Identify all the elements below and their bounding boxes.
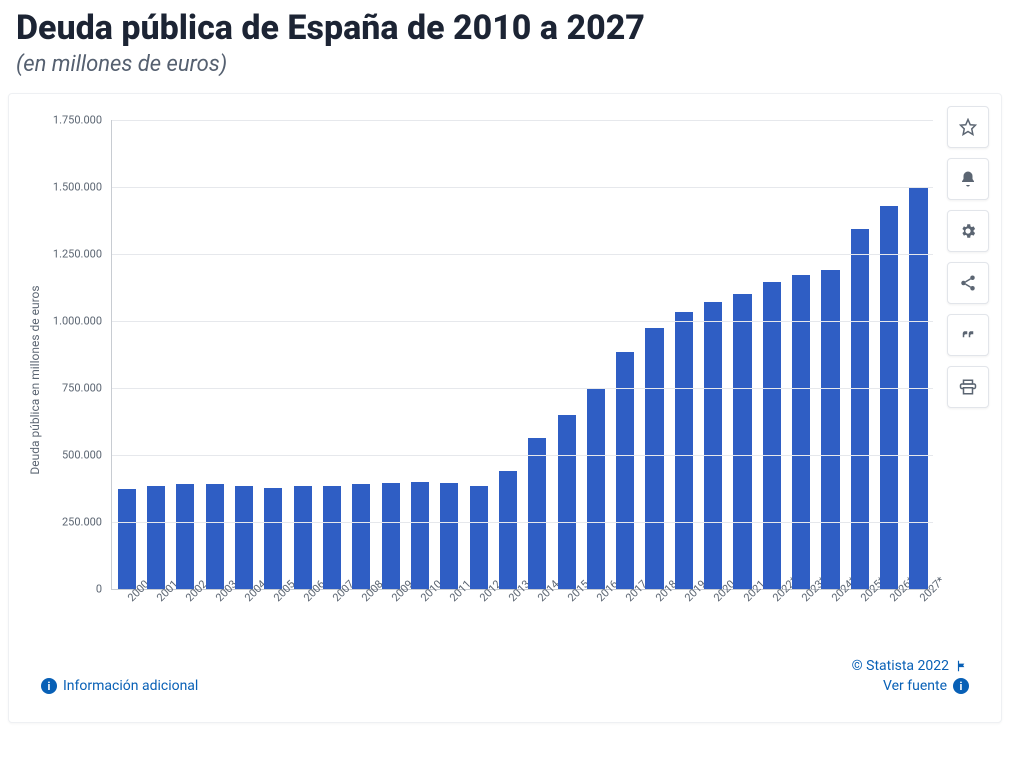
bar[interactable] — [470, 486, 488, 589]
print-icon — [959, 378, 977, 396]
bar-cell: 2009 — [376, 120, 405, 589]
bar-cell: 2027* — [904, 120, 933, 589]
info-icon: i — [953, 678, 969, 694]
bar-cell: 2006 — [288, 120, 317, 589]
star-icon — [959, 118, 977, 136]
bar[interactable] — [411, 482, 429, 589]
flag-icon — [955, 659, 969, 673]
bar-cell: 2016 — [581, 120, 610, 589]
bar-cell: 2003 — [200, 120, 229, 589]
bar-cell: 2004 — [229, 120, 258, 589]
bar[interactable] — [587, 389, 605, 589]
bar-cell: 2011 — [435, 120, 464, 589]
y-tick-label: 1.500.000 — [53, 181, 102, 194]
footer-row-1: © Statista 2022 — [21, 650, 989, 678]
y-tick-label: 500.000 — [62, 449, 102, 462]
gridline — [112, 388, 933, 389]
side-toolbar — [947, 106, 989, 408]
chart-area: Deuda pública en millones de euros 20002… — [39, 110, 933, 650]
y-tick-label: 250.000 — [62, 516, 102, 529]
bar-cell: 2012 — [464, 120, 493, 589]
bar-cell: 2010 — [405, 120, 434, 589]
quote-icon — [959, 326, 977, 344]
bar-cell: 2023* — [787, 120, 816, 589]
bar-cell: 2002 — [171, 120, 200, 589]
bar-cell: 2020 — [699, 120, 728, 589]
bar[interactable] — [704, 302, 722, 589]
bar[interactable] — [352, 484, 370, 589]
bar-cell: 2022* — [757, 120, 786, 589]
bar[interactable] — [118, 489, 136, 590]
plot-region: 2000200120022003200420052006200720082009… — [111, 120, 933, 590]
gridline — [112, 187, 933, 188]
bar[interactable] — [235, 486, 253, 589]
page-subtitle: (en millones de euros) — [16, 52, 1002, 77]
y-tick-label: 1.000.000 — [53, 315, 102, 328]
bar-cell: 2008 — [347, 120, 376, 589]
bar[interactable] — [558, 415, 576, 589]
bar[interactable] — [147, 486, 165, 589]
bars-container: 2000200120022003200420052006200720082009… — [112, 120, 933, 589]
share-icon — [959, 274, 977, 292]
footer-row-2: i Información adicional Ver fuente i — [21, 678, 989, 698]
y-tick-label: 1.750.000 — [53, 114, 102, 127]
bar[interactable] — [382, 483, 400, 589]
additional-info-link[interactable]: Información adicional — [63, 678, 198, 694]
bar-cell: 2007 — [317, 120, 346, 589]
view-source-link[interactable]: Ver fuente — [883, 678, 947, 694]
bar-cell: 2019 — [669, 120, 698, 589]
bar-cell: 2021 — [728, 120, 757, 589]
gridline — [112, 120, 933, 121]
bar-cell: 2005 — [259, 120, 288, 589]
bell-icon — [959, 170, 977, 188]
bar[interactable] — [675, 312, 693, 589]
page-title: Deuda pública de España de 2010 a 2027 — [16, 8, 1002, 48]
gridline — [112, 321, 933, 322]
bar[interactable] — [851, 229, 869, 589]
bar[interactable] — [880, 206, 898, 589]
bar[interactable] — [176, 484, 194, 589]
bar-cell: 2017 — [611, 120, 640, 589]
bar[interactable] — [294, 486, 312, 589]
bar[interactable] — [323, 486, 341, 589]
gear-icon — [959, 222, 977, 240]
bar-cell: 2013 — [493, 120, 522, 589]
gridline — [112, 455, 933, 456]
y-tick-label: 1.250.000 — [53, 248, 102, 261]
bar-cell: 2026* — [875, 120, 904, 589]
y-axis-title: Deuda pública en millones de euros — [28, 285, 42, 474]
y-tick-label: 750.000 — [62, 382, 102, 395]
bar[interactable] — [206, 484, 224, 589]
bar[interactable] — [792, 275, 810, 589]
cite-button[interactable] — [947, 314, 989, 356]
gridline — [112, 254, 933, 255]
bar[interactable] — [440, 483, 458, 589]
bar-cell: 2014 — [523, 120, 552, 589]
print-button[interactable] — [947, 366, 989, 408]
chart-card: Deuda pública en millones de euros 20002… — [8, 93, 1002, 723]
bar-cell: 2025* — [845, 120, 874, 589]
bar-cell: 2015 — [552, 120, 581, 589]
bar[interactable] — [763, 282, 781, 589]
bar-cell: 2024* — [816, 120, 845, 589]
bar[interactable] — [264, 488, 282, 589]
info-icon: i — [41, 678, 57, 694]
gridline — [112, 522, 933, 523]
favorite-button[interactable] — [947, 106, 989, 148]
bar[interactable] — [733, 294, 751, 589]
copyright-link[interactable]: © Statista 2022 — [852, 658, 949, 674]
settings-button[interactable] — [947, 210, 989, 252]
bar[interactable] — [528, 438, 546, 589]
bar[interactable] — [499, 471, 517, 589]
bar[interactable] — [645, 328, 663, 589]
y-tick-label: 0 — [96, 583, 102, 596]
alert-button[interactable] — [947, 158, 989, 200]
bar[interactable] — [821, 270, 839, 589]
bar-cell: 2001 — [141, 120, 170, 589]
bar-cell: 2018 — [640, 120, 669, 589]
share-button[interactable] — [947, 262, 989, 304]
bar-cell: 2000 — [112, 120, 141, 589]
